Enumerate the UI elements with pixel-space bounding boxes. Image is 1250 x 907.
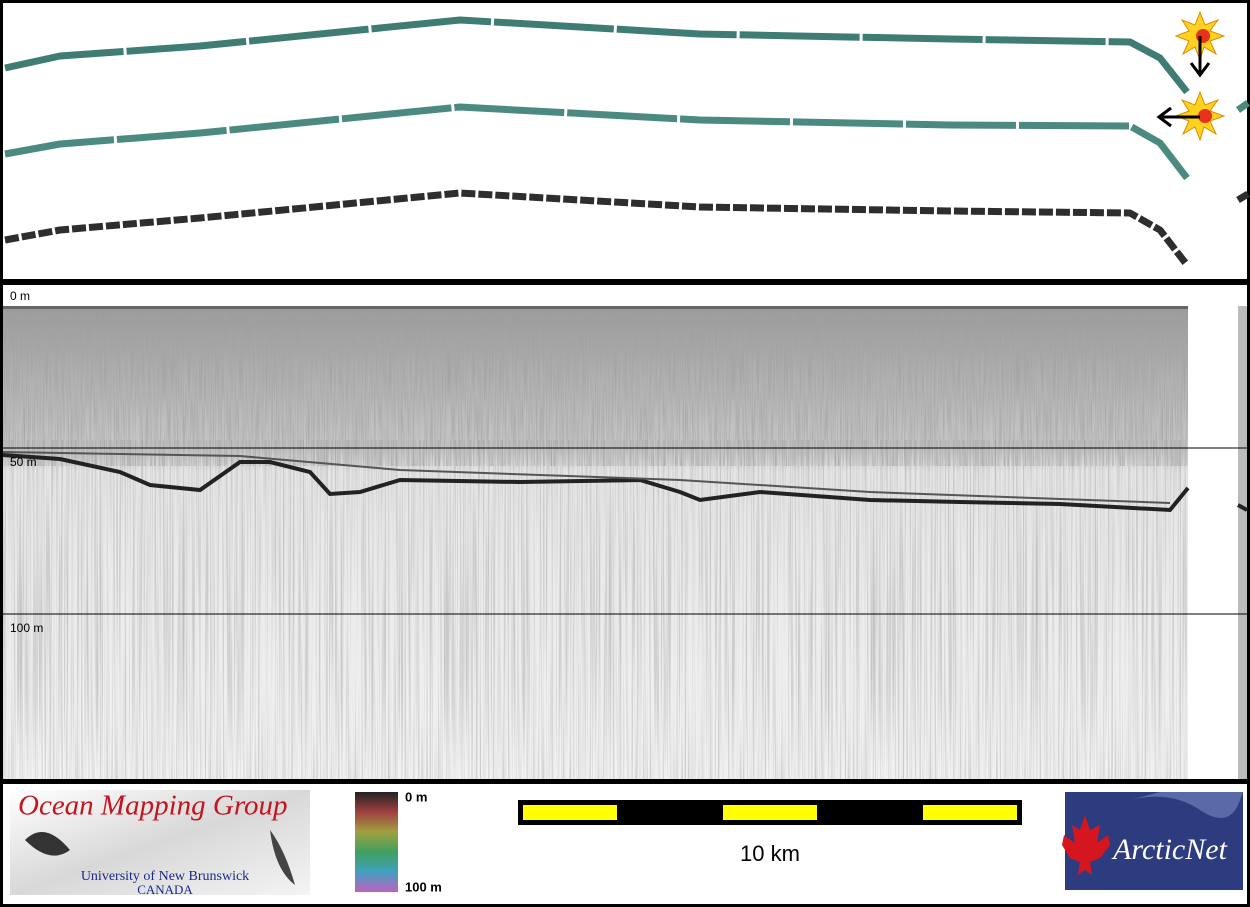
event-markers (1156, 10, 1226, 142)
arrow (1156, 106, 1200, 128)
colorbar-label: 100 m (405, 879, 442, 894)
track-line (4, 103, 1190, 181)
track-line (1235, 100, 1250, 113)
maple-leaf (1062, 815, 1110, 875)
track-panel (3, 3, 1247, 279)
track-line (1236, 190, 1250, 204)
seafloor (2, 451, 1171, 504)
logo-text: CANADA (137, 882, 193, 897)
seafloor (2, 453, 1190, 513)
seafloor (1237, 503, 1248, 512)
logo-art (25, 832, 70, 856)
event-icon (1196, 29, 1210, 43)
arcticnet-text: ArcticNet (1111, 833, 1228, 866)
water-noise (3, 306, 1188, 466)
depth-label: 100 m (10, 621, 43, 635)
surface (3, 306, 1188, 309)
scale-segment (923, 805, 1017, 820)
depth-label: 0 m (10, 289, 30, 303)
logo-title: Ocean Mapping Group (18, 790, 288, 822)
logo-art (270, 830, 295, 885)
colorbar-label: 0 m (405, 789, 427, 804)
depth-label: 50 m (10, 455, 37, 469)
scale-label: 10 km (740, 841, 800, 866)
scale-segment (723, 805, 817, 820)
track-line (4, 189, 1190, 268)
arrow (1189, 36, 1211, 78)
tracks (4, 16, 1250, 268)
colorbar (355, 792, 398, 892)
logo-art (1130, 792, 1243, 818)
event-icon (1198, 109, 1212, 123)
logo-text: University of New Brunswick (81, 869, 249, 884)
track-line (4, 16, 1190, 95)
profile-image (1238, 306, 1247, 779)
scale-segment (523, 805, 617, 820)
sediment-noise (3, 440, 1188, 779)
